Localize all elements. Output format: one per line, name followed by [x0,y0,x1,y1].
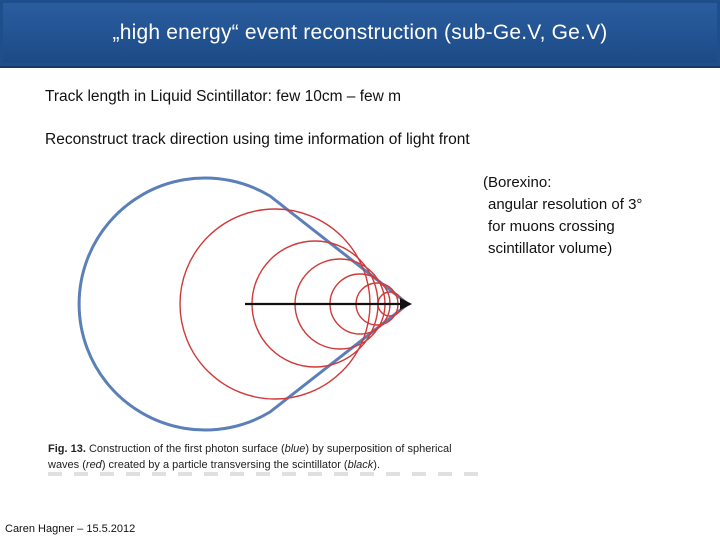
caption-blue-word: blue [284,443,306,455]
borexino-line: angular resolution of 3° [488,196,643,213]
track-length-text: Track length in Liquid Scintillator: few… [45,88,402,105]
photon-surface-figure [77,176,412,432]
borexino-line: scintillator volume) [488,240,613,257]
figure-label: Fig. 13. [48,443,86,455]
borexino-line: for muons crossing [488,218,615,235]
caption-text: Construction of the first photon surface… [85,443,285,455]
arrow-right-icon [400,298,412,310]
blue-wavefront [77,176,410,432]
caption-text: ) created by a particle transversing the… [101,459,348,471]
caption-text: ). [373,459,381,471]
track-direction-text: Reconstruct track direction using time i… [45,131,470,148]
title-bar: „high energy“ event reconstruction (sub-… [0,0,720,68]
footer-author-date: Caren Hagner – 15.5.2012 [5,523,136,535]
caption-text: ) by superposition of spherical waves ( [48,443,452,471]
borexino-line: (Borexino: [483,174,552,191]
caption-black-word: black [347,459,374,471]
faded-text-line [48,472,478,476]
slide-title: „high energy“ event reconstruction (sub-… [112,21,608,44]
figure-caption: Fig. 13. Construction of the first photo… [48,441,484,473]
caption-red-word: red [85,459,102,471]
title-bar-inner: „high energy“ event reconstruction (sub-… [3,3,717,63]
borexino-note: (Borexino: angular resolution of 3° for … [483,172,642,260]
